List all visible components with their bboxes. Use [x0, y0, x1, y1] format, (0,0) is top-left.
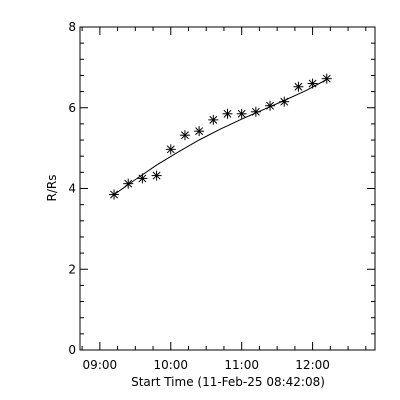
data-point: [208, 114, 219, 125]
x-tick-label: 11:00: [224, 358, 259, 372]
y-axis: 0 2 4 6 8: [68, 20, 375, 357]
data-point: [137, 173, 148, 184]
x-tick-label: 12:00: [295, 358, 330, 372]
data-point: [265, 100, 276, 111]
y-tick-label: 0: [68, 343, 76, 357]
data-point: [194, 126, 205, 137]
data-point: [279, 96, 290, 107]
data-point: [307, 78, 318, 89]
x-tick-label: 09:00: [83, 358, 118, 372]
data-point: [151, 170, 162, 181]
data-point: [293, 81, 304, 92]
x-axis: 09:00 10:00 11:00 12:00: [81, 27, 367, 372]
data-point: [250, 106, 261, 117]
data-point: [236, 108, 247, 119]
plot-frame: [79, 26, 376, 351]
data-point: [179, 130, 190, 141]
x-tick-label: 10:00: [153, 358, 188, 372]
fit-curve: [113, 79, 328, 196]
y-axis-label: R/Rs: [45, 175, 59, 202]
y-tick-label: 2: [68, 262, 76, 276]
x-axis-label: Start Time (11-Feb-25 08:42:08): [131, 375, 325, 389]
data-series: [109, 73, 332, 200]
data-point: [123, 178, 134, 189]
y-tick-label: 6: [68, 101, 76, 115]
y-tick-label: 4: [68, 182, 76, 196]
data-point: [109, 189, 120, 200]
data-point: [222, 108, 233, 119]
data-point: [321, 73, 332, 84]
data-point: [165, 144, 176, 155]
y-tick-label: 8: [68, 20, 76, 34]
